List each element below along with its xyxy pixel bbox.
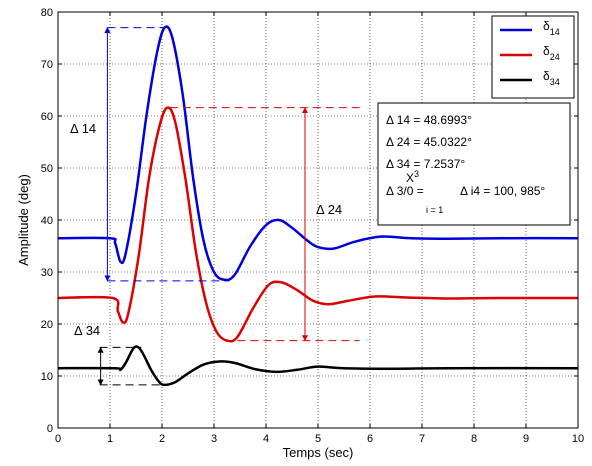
x-tick-label: 8 bbox=[471, 433, 477, 445]
y-tick-label: 80 bbox=[41, 7, 53, 19]
series-layer bbox=[57, 25, 579, 387]
results-textbox: Δ 14 = 48.6993° Δ 24 = 45.0322° Δ 34 = 7… bbox=[377, 102, 571, 226]
y-tick-label: 60 bbox=[41, 111, 53, 123]
legend: δ14 δ24 δ34 bbox=[491, 15, 575, 99]
result-delta24: Δ 24 = 45.0322° bbox=[386, 135, 472, 149]
y-axis-label: Amplitude (deg) bbox=[16, 174, 31, 266]
series-line-δ24 bbox=[57, 106, 579, 343]
y-tick-label: 50 bbox=[41, 163, 53, 175]
y-tick-label: 40 bbox=[41, 215, 53, 227]
y-tick-label: 70 bbox=[41, 59, 53, 71]
result-delta34: Δ 34 = 7.2537° bbox=[386, 157, 465, 171]
x-tick-label: 3 bbox=[211, 433, 217, 445]
x-tick-label: 5 bbox=[315, 433, 321, 445]
legend-label-delta14: δ14 bbox=[543, 19, 560, 37]
y-tick-label: 20 bbox=[41, 319, 53, 331]
result-delta14: Δ 14 = 48.6993° bbox=[386, 113, 472, 127]
x-tick-label: 10 bbox=[572, 433, 584, 445]
x-axis-label: Temps (sec) bbox=[283, 445, 354, 460]
series-line-δ14 bbox=[57, 25, 579, 282]
annotation-layer bbox=[97, 27, 360, 386]
legend-box bbox=[491, 15, 575, 99]
result-delta30-left: Δ 3/0 = bbox=[386, 184, 424, 198]
x-tick-label: 4 bbox=[263, 433, 269, 445]
y-tick-label: 30 bbox=[41, 267, 53, 279]
sum-index: i = 1 bbox=[426, 205, 443, 215]
x-tick-label: 0 bbox=[55, 433, 61, 445]
sum-symbol: X3 bbox=[406, 169, 419, 185]
legend-label-delta24: δ24 bbox=[543, 44, 560, 62]
y-tick-label: 0 bbox=[47, 423, 53, 435]
delta14-label: Δ 14 bbox=[70, 121, 96, 136]
series-line-δ34 bbox=[57, 345, 579, 387]
results-box bbox=[377, 102, 571, 226]
x-tick-label: 6 bbox=[367, 433, 373, 445]
x-tick-label: 9 bbox=[523, 433, 529, 445]
y-tick-label: 10 bbox=[41, 371, 53, 383]
ticks: 0 1 2 3 4 5 6 7 8 9 10 0 10 20 30 40 50 60 70 80 bbox=[41, 7, 584, 445]
delta34-label: Δ 34 bbox=[74, 323, 100, 338]
x-tick-label: 2 bbox=[159, 433, 165, 445]
x-tick-label: 7 bbox=[419, 433, 425, 445]
legend-label-delta34: δ34 bbox=[543, 69, 560, 87]
result-delta30-right: Δ i4 = 100, 985° bbox=[460, 184, 545, 198]
delta24-label: Δ 24 bbox=[316, 202, 342, 217]
x-tick-label: 1 bbox=[107, 433, 113, 445]
